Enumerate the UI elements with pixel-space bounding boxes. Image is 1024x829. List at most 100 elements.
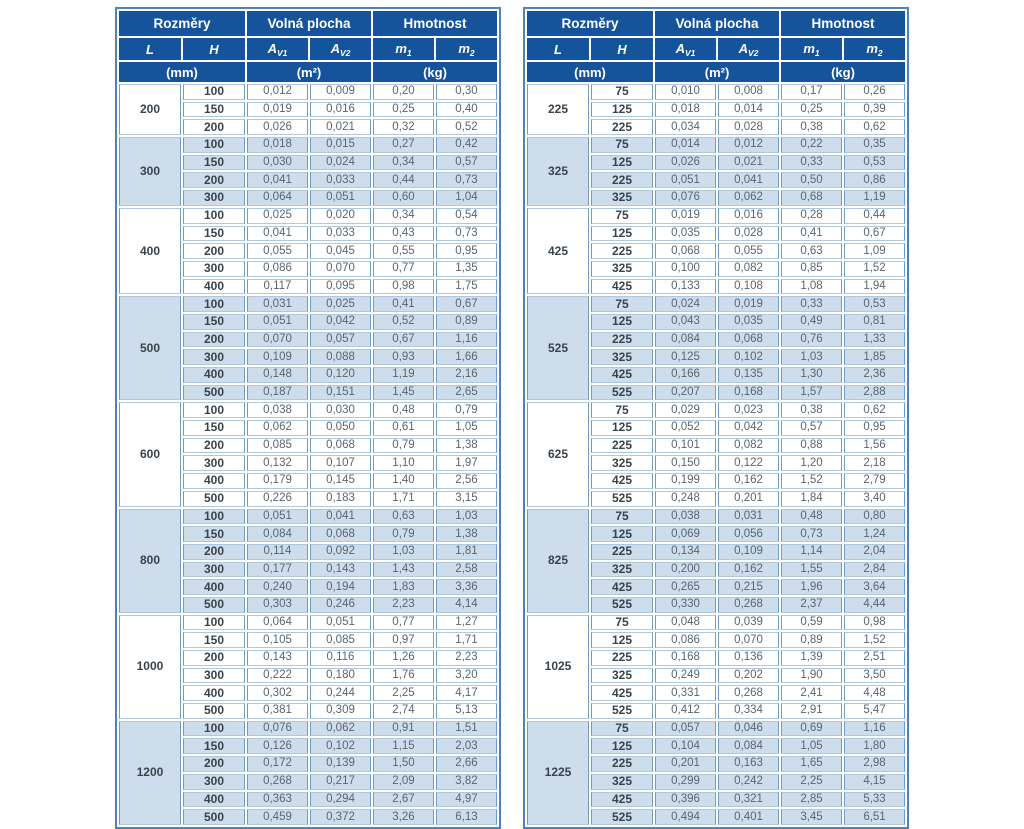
value-cell: 0,028	[718, 119, 780, 136]
value-cell: 6,51	[844, 809, 906, 825]
value-cell: 0,076	[655, 190, 716, 206]
value-cell: 2,56	[436, 473, 497, 489]
table-row: 400 0,117 0,095 0,98 1,75	[119, 278, 497, 295]
dimension-h-cell: 75	[591, 84, 653, 100]
value-cell: 0,116	[309, 650, 371, 666]
table-row: 125 0,052 0,042 0,57 0,95	[527, 420, 906, 436]
value-cell: 2,58	[436, 561, 497, 578]
value-cell: 0,014	[655, 137, 716, 153]
value-cell: 0,102	[718, 349, 780, 365]
value-cell: 1,26	[373, 650, 434, 666]
dimension-h-cell: 200	[182, 437, 245, 454]
dimension-table-left: Rozměry Volná plocha Hmotnost L H AV1 AV…	[114, 7, 501, 829]
value-cell: 2,23	[373, 596, 434, 613]
value-cell: 0,494	[655, 809, 716, 825]
value-cell: 0,109	[718, 543, 780, 560]
value-cell: 1,16	[436, 331, 497, 348]
value-cell: 1,96	[781, 579, 843, 595]
value-cell: 1,40	[373, 473, 434, 489]
table-row: 150 0,062 0,050 0,61 1,05	[119, 420, 497, 436]
dimension-h-cell: 225	[591, 543, 653, 560]
table-row: 600 100 0,038 0,030 0,48 0,79	[118, 402, 497, 507]
value-cell: 0,143	[309, 561, 371, 578]
table-row: 425 0,133 0,108 1,08 1,94	[527, 278, 906, 295]
value-cell: 0,125	[655, 349, 716, 365]
value-cell: 0,055	[246, 243, 308, 259]
table-row: 425 75 0,019 0,016 0,28 0,44	[527, 207, 906, 295]
value-cell: 0,53	[844, 296, 906, 312]
value-cell: 0,412	[655, 703, 716, 719]
dimension-h-cell: 125	[591, 154, 653, 171]
value-cell: 0,303	[246, 596, 308, 613]
table-row: 425 0,166 0,135 1,30 2,36	[527, 367, 906, 383]
value-cell: 0,57	[436, 154, 497, 171]
value-cell: 0,95	[844, 420, 906, 436]
dimension-l-cell: 200	[118, 84, 181, 136]
dimension-l-cell: 1025	[527, 614, 589, 719]
table-row: 150 0,051 0,042 0,52 0,89	[119, 313, 497, 330]
value-cell: 0,062	[718, 190, 780, 206]
table-row: 525 75 0,024 0,019 0,33 0,53	[527, 296, 906, 401]
dimension-h-cell: 150	[182, 526, 245, 542]
value-cell: 0,088	[309, 349, 371, 365]
value-cell: 0,043	[655, 313, 716, 330]
value-cell: 0,062	[309, 720, 371, 737]
value-cell: 0,89	[781, 632, 843, 648]
value-cell: 0,057	[655, 720, 716, 737]
table-row: 525 0,412 0,334 2,91 5,47	[527, 703, 906, 719]
value-cell: 0,092	[309, 543, 371, 560]
value-cell: 0,226	[246, 490, 308, 507]
value-cell: 0,030	[309, 402, 371, 419]
dimension-l-cell: 325	[527, 137, 589, 206]
table-row: 500 0,226 0,183 1,71 3,15	[119, 490, 497, 507]
units-kg: (kg)	[373, 62, 497, 82]
value-cell: 1,08	[781, 278, 843, 295]
value-cell: 0,363	[246, 791, 308, 808]
value-cell: 1,52	[781, 473, 843, 489]
value-cell: 0,145	[309, 473, 371, 489]
value-cell: 0,68	[781, 190, 843, 206]
value-cell: 5,13	[436, 703, 497, 719]
dimension-h-cell: 300	[182, 773, 245, 790]
value-cell: 0,202	[718, 667, 780, 684]
dimension-h-cell: 225	[591, 119, 653, 136]
value-cell: 0,020	[309, 207, 371, 224]
table-row: 1200 100 0,076 0,062 0,91 1,51	[118, 720, 497, 825]
dimension-l-cell: 625	[527, 402, 589, 507]
units-row: (mm) (m²) (kg)	[527, 62, 906, 82]
value-cell: 3,36	[436, 579, 497, 595]
dimension-h-cell: 325	[591, 773, 653, 790]
value-cell: 1,35	[436, 260, 497, 277]
value-cell: 0,016	[718, 207, 780, 224]
value-cell: 0,44	[844, 207, 906, 224]
dimension-h-cell: 525	[591, 809, 653, 825]
table-row: 500 0,187 0,151 1,45 2,65	[119, 384, 497, 401]
value-cell: 0,031	[718, 508, 780, 525]
value-cell: 0,050	[309, 420, 371, 436]
value-cell: 5,33	[844, 791, 906, 808]
table-row: 325 75 0,014 0,012 0,22 0,35	[527, 137, 906, 206]
col-label: A	[267, 40, 277, 56]
dimension-h-cell: 300	[182, 561, 245, 578]
dimension-h-cell: 100	[182, 84, 245, 100]
value-cell: 1,83	[373, 579, 434, 595]
dimension-l-cell: 1200	[118, 720, 181, 825]
value-cell: 0,024	[309, 154, 371, 171]
value-cell: 0,070	[718, 632, 780, 648]
group-header-row: Rozměry Volná plocha Hmotnost	[118, 11, 497, 36]
value-cell: 0,49	[781, 313, 843, 330]
value-cell: 0,084	[246, 526, 308, 542]
value-cell: 0,045	[309, 243, 371, 259]
dimension-h-cell: 300	[182, 455, 245, 472]
value-cell: 3,40	[844, 490, 906, 507]
table-row: 1225 75 0,057 0,046 0,69 1,16	[527, 720, 906, 825]
dimension-l-cell: 225	[527, 84, 589, 136]
table-row: 300 0,222 0,180 1,76 3,20	[119, 667, 497, 684]
value-cell: 0,55	[373, 243, 434, 259]
dimension-h-cell: 200	[182, 756, 245, 772]
value-cell: 3,15	[436, 490, 497, 507]
value-cell: 2,25	[781, 773, 843, 790]
value-cell: 0,79	[373, 526, 434, 542]
value-cell: 0,048	[655, 614, 716, 631]
dimension-l-cell: 800	[118, 508, 181, 613]
